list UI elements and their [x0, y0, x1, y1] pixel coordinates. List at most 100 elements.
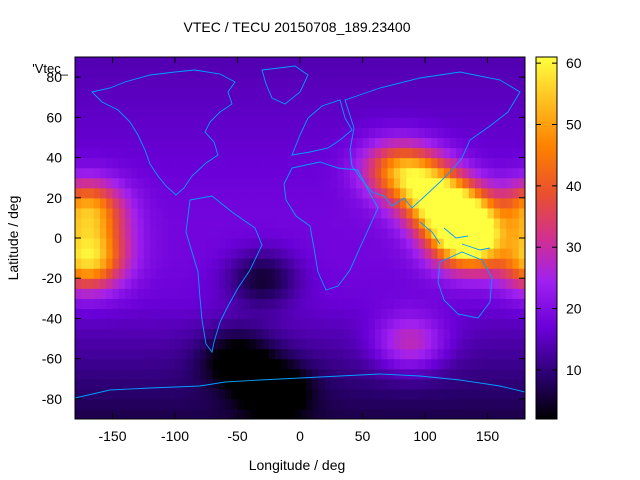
- heat-cell: [406, 217, 414, 229]
- heat-cell: [312, 378, 320, 390]
- heat-cell: [250, 57, 257, 68]
- heat-cell: [100, 217, 107, 229]
- heat-cell: [431, 318, 439, 330]
- heat-cell: [468, 217, 476, 229]
- heat-cell: [156, 107, 164, 118]
- heat-cell: [362, 278, 370, 289]
- heat-cell: [375, 147, 382, 159]
- heat-cell: [275, 298, 282, 309]
- heat-cell: [375, 308, 382, 320]
- heat-cell: [218, 298, 226, 309]
- heat-cell: [362, 368, 370, 380]
- heat-cell: [300, 398, 307, 410]
- heat-cell: [193, 157, 201, 169]
- heat-cell: [93, 87, 101, 98]
- heat-cell: [456, 358, 464, 370]
- heat-cell: [143, 388, 151, 400]
- heat-cell: [368, 207, 376, 219]
- heat-cell: [418, 378, 426, 390]
- heat-cell: [212, 167, 220, 179]
- heat-cell: [193, 248, 201, 259]
- heat-cell: [443, 107, 451, 118]
- heat-cell: [375, 338, 382, 350]
- heat-cell: [350, 157, 357, 169]
- heat-cell: [275, 358, 282, 370]
- heat-cell: [162, 398, 170, 410]
- heat-cell: [506, 278, 514, 289]
- heat-cell: [131, 318, 139, 330]
- heat-cell: [343, 187, 351, 199]
- heat-cell: [137, 117, 145, 128]
- heat-cell: [337, 157, 345, 169]
- heat-cell: [312, 77, 320, 88]
- heat-cell: [193, 348, 201, 360]
- heat-cell: [225, 97, 232, 108]
- heat-cell: [437, 388, 445, 400]
- heat-cell: [168, 248, 176, 259]
- heat-cell: [300, 348, 307, 360]
- heat-cell: [287, 107, 295, 118]
- heat-cell: [75, 97, 82, 108]
- heat-cell: [187, 258, 195, 269]
- heat-cell: [418, 107, 426, 118]
- heat-cell: [150, 127, 157, 139]
- heat-cell: [275, 288, 282, 299]
- heat-cell: [137, 87, 145, 98]
- heat-cell: [206, 77, 214, 88]
- heat-cell: [387, 238, 395, 249]
- heat-cell: [506, 147, 514, 159]
- heat-cell: [450, 378, 457, 390]
- heat-cell: [75, 328, 82, 340]
- heat-cell: [362, 157, 370, 169]
- heat-cell: [406, 97, 414, 108]
- heat-cell: [406, 348, 414, 360]
- heat-cell: [331, 398, 339, 410]
- heat-cell: [243, 298, 251, 309]
- heat-cell: [268, 348, 276, 360]
- heat-cell: [375, 248, 382, 259]
- heat-cell: [331, 217, 339, 229]
- heat-cell: [137, 378, 145, 390]
- heat-cell: [506, 308, 514, 320]
- heat-cell: [406, 388, 414, 400]
- heat-cell: [268, 328, 276, 340]
- heat-cell: [181, 278, 189, 289]
- heat-cell: [418, 328, 426, 340]
- heat-cell: [187, 238, 195, 249]
- heat-cell: [337, 308, 345, 320]
- heat-cell: [156, 378, 164, 390]
- heat-cell: [187, 388, 195, 400]
- heat-cell: [187, 368, 195, 380]
- heat-cell: [162, 217, 170, 229]
- heat-cell: [118, 398, 126, 410]
- heat-cell: [412, 248, 420, 259]
- heat-cell: [168, 378, 176, 390]
- heat-cell: [312, 57, 320, 68]
- heat-cell: [218, 67, 226, 78]
- heat-cell: [162, 288, 170, 299]
- heat-cell: [406, 167, 414, 179]
- heat-cell: [431, 328, 439, 340]
- heat-cell: [443, 258, 451, 269]
- heat-cell: [75, 308, 82, 320]
- heat-cell: [243, 318, 251, 330]
- heat-cell: [237, 137, 245, 149]
- heat-cell: [156, 278, 164, 289]
- heat-cell: [337, 127, 345, 139]
- heat-cell: [87, 238, 95, 249]
- heat-cell: [268, 318, 276, 330]
- heat-cell: [81, 137, 89, 149]
- heat-cell: [312, 308, 320, 320]
- heat-cell: [368, 298, 376, 309]
- heat-cell: [218, 187, 226, 199]
- heat-cell: [206, 227, 214, 239]
- heat-cell: [450, 358, 457, 370]
- heat-cell: [456, 238, 464, 249]
- heat-cell: [387, 67, 395, 78]
- heat-cell: [193, 177, 201, 189]
- heat-cell: [350, 408, 357, 419]
- heat-cell: [106, 187, 114, 199]
- heat-cell: [312, 358, 320, 370]
- heat-cell: [493, 338, 501, 350]
- heat-cell: [343, 57, 351, 68]
